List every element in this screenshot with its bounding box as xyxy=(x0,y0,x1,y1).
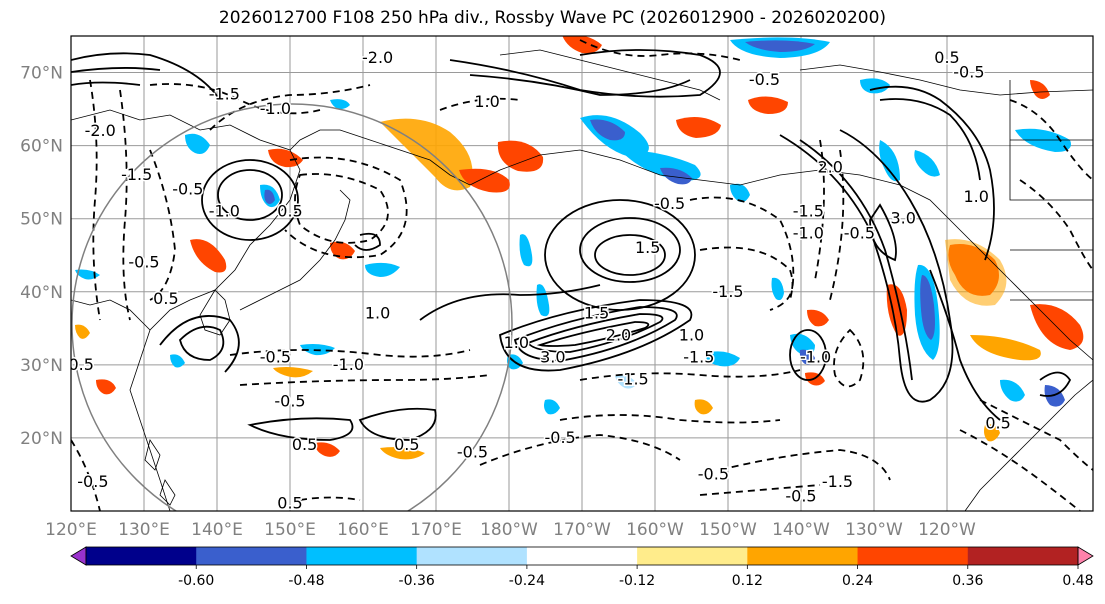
contour-label: -0.5 xyxy=(785,486,816,505)
contour-label: -1.5 xyxy=(712,282,743,301)
contour-label: -1.5 xyxy=(793,201,824,220)
lon-label: 120°E xyxy=(45,520,97,540)
colorbar-swatch xyxy=(747,547,859,565)
lat-label: 30°N xyxy=(20,356,63,376)
rossby-contours-negative xyxy=(71,39,1093,511)
colorbar-tick-label: -0.24 xyxy=(509,573,545,589)
colorbar-frame xyxy=(85,546,1079,566)
contour-label: -1.0 xyxy=(209,201,240,220)
contour-label: 1.5 xyxy=(584,304,609,323)
colorbar-tick-label: -0.36 xyxy=(399,573,435,589)
contour-label: -1.5 xyxy=(617,369,648,388)
colorbar-swatch xyxy=(526,547,638,565)
colorbar-swatch xyxy=(857,547,969,565)
contour-label: -0.5 xyxy=(128,253,159,272)
colorbar-tick-label: 0.36 xyxy=(952,573,983,589)
contour-label: 1.0 xyxy=(679,326,704,345)
lat-label: 20°N xyxy=(20,429,63,449)
contour-labels: -2.0-1.5-1.5-0.5-1.00.5-1.0-0.50.5-0.5 -0… xyxy=(63,46,1012,513)
contour-label: 0.5 xyxy=(277,201,302,220)
contour-label: -0.5 xyxy=(844,223,875,242)
contour-label: -1.0 xyxy=(260,99,291,118)
contour-label: 1.5 xyxy=(635,238,660,257)
contour-label: 0.5 xyxy=(292,435,317,454)
latitude-labels: 70°N 60°N 50°N 40°N 30°N 20°N xyxy=(20,64,63,449)
contour-label: 1.0 xyxy=(474,92,499,111)
colorbar-extend-min xyxy=(70,546,87,566)
lat-label: 40°N xyxy=(20,283,63,303)
contour-label: 3.0 xyxy=(890,209,915,228)
lat-label: 70°N xyxy=(20,64,63,84)
colorbar-swatch xyxy=(196,547,307,565)
map-frame xyxy=(70,35,1094,512)
lon-label: 130°E xyxy=(118,520,170,540)
coastlines xyxy=(71,49,1093,511)
colorbar-swatch xyxy=(637,547,748,565)
longitude-labels: 120°E 130°E 140°E 150°E 160°E 170°E 180°W 170°W… xyxy=(45,520,976,540)
colorbar-tick-label: 0.12 xyxy=(732,573,763,589)
contour-label: 1.0 xyxy=(365,304,390,323)
contour-label: -1.0 xyxy=(793,223,824,242)
contour-label: -0.5 xyxy=(544,428,575,447)
contour-label: -1.5 xyxy=(822,472,853,491)
contour-label: -1.0 xyxy=(800,348,831,367)
contour-label: -0.5 xyxy=(260,348,291,367)
contour-label: 1.0 xyxy=(504,333,529,352)
contour-label: -1.5 xyxy=(683,348,714,367)
contour-label: -1.5 xyxy=(209,84,240,103)
contour-label: 0.5 xyxy=(394,435,419,454)
colorbar-swatch xyxy=(86,547,197,565)
colorbar: -0.60 -0.48 -0.36 -0.24 -0.12 0.12 0.24 0.36 0.4… xyxy=(70,546,1094,589)
lon-label: 130°W xyxy=(845,520,903,540)
rossby-contours xyxy=(71,49,1072,441)
contour-label: -0.5 xyxy=(953,63,984,82)
lon-label: 150°W xyxy=(699,520,757,540)
colorbar-tick-label: -0.48 xyxy=(288,573,324,589)
contour-label: 1.0 xyxy=(963,187,988,206)
contour-label: 3.0 xyxy=(540,348,565,367)
lon-label: 180°W xyxy=(480,520,538,540)
contour-label: -1.0 xyxy=(333,355,364,374)
colorbar-swatch xyxy=(306,547,418,565)
contour-label: -2.0 xyxy=(362,48,393,67)
lon-label: 160°W xyxy=(626,520,684,540)
lat-label: 50°N xyxy=(20,210,63,230)
lon-label: 140°E xyxy=(191,520,243,540)
contour-label: 2.0 xyxy=(606,326,631,345)
contour-label: 0.5 xyxy=(934,48,959,67)
colorbar-tick-label: -0.12 xyxy=(619,573,655,589)
contour-label: 0.5 xyxy=(985,413,1010,432)
colorbar-swatch xyxy=(416,547,528,565)
contour-label: -0.5 xyxy=(172,179,203,198)
colorbar-extend-max xyxy=(1077,546,1094,566)
colorbar-swatch xyxy=(967,547,1079,565)
contour-label: -0.5 xyxy=(698,464,729,483)
lon-label: 150°E xyxy=(264,520,316,540)
colorbar-tick-label: -0.60 xyxy=(178,573,214,589)
contour-label: -0.5 xyxy=(749,70,780,89)
reference-circle xyxy=(71,103,513,511)
contour-label: -0.5 xyxy=(457,443,488,462)
contour-label: 0.5 xyxy=(153,289,178,308)
contour-label: 0.5 xyxy=(277,494,302,513)
colorbar-tick-label: 0.48 xyxy=(1062,573,1093,589)
lon-label: 120°W xyxy=(918,520,976,540)
map-title: 2026012700 F108 250 hPa div., Rossby Wav… xyxy=(218,8,887,28)
contour-label: -0.5 xyxy=(274,391,305,410)
contour-label: -0.5 xyxy=(654,194,685,213)
contour-label: -1.5 xyxy=(121,165,152,184)
colorbar-tick-label: 0.24 xyxy=(842,573,873,589)
contour-label: -0.5 xyxy=(63,355,94,374)
lon-label: 170°W xyxy=(553,520,611,540)
lon-label: 160°E xyxy=(337,520,389,540)
contour-label: -2.0 xyxy=(85,121,116,140)
contour-label: -0.5 xyxy=(77,472,108,491)
contour-label: 2.0 xyxy=(817,158,842,177)
lon-label: 170°E xyxy=(410,520,462,540)
lat-label: 60°N xyxy=(20,137,63,157)
lon-label: 140°W xyxy=(772,520,830,540)
